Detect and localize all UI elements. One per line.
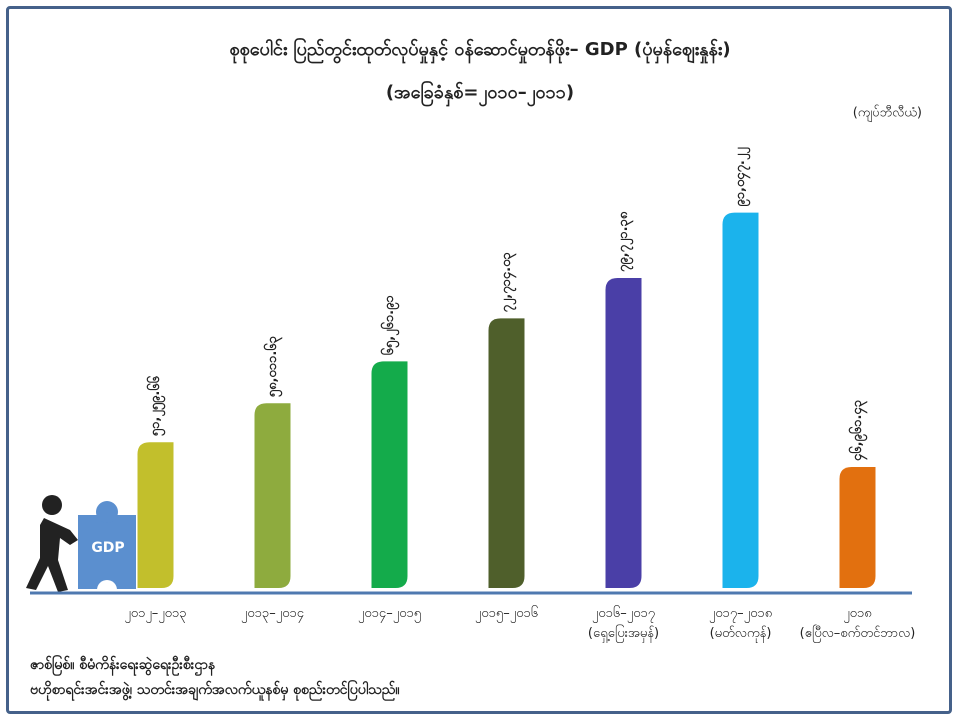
x-tick-label: ၂၀၁၇–၂၀၁၈ (မတ်လကုန်) — [708, 606, 773, 641]
x-tick-label: ၂၀၁၃–၂၀၁၄ — [240, 606, 305, 621]
puzzle-notch — [97, 580, 117, 600]
x-tick-label: ၂၀၁၄–၂၀၁၅ — [357, 606, 422, 621]
value-label: ၇၂,၇၁၄.၀၃ — [499, 252, 517, 313]
x-tick-label: ၂၀၁၈ (ဧပြီလ–စက်တင်ဘာလ) — [799, 606, 916, 641]
source-note: ဇာစ်မြစ်။ စီမံကိန်းရေးဆွဲရေးဦးစီးဌာန — [30, 657, 216, 673]
value-label: ၉၁,၀၄၇.၂၂ — [733, 147, 751, 207]
value-label: ၇၉,၇၂၁.၃၈ — [616, 211, 634, 272]
bar — [254, 403, 291, 588]
source-note: ဗဟိုစာရင်းအင်းအဖွဲ့၊ သတင်းအချက်အလက်ယူနစ်… — [30, 682, 400, 698]
bar — [488, 318, 525, 588]
value-label: ၄၆,၉၆၁.၄၃ — [848, 399, 868, 461]
figure-head — [42, 495, 62, 515]
value-label: ၅၁,၂၅၉.၆၆ — [146, 375, 166, 436]
icon-label: GDP — [91, 540, 124, 556]
value-label: ၆၅,၂၆၁.၉၁ — [380, 295, 400, 356]
x-tick-label: ၂၀၁၅–၂၀၁၆ — [474, 606, 539, 621]
puzzle-piece — [78, 515, 136, 589]
frame — [6, 6, 952, 714]
unit-label: (ကျပ်ဘီလီယံ) — [853, 105, 922, 123]
bar — [722, 212, 759, 589]
bar — [839, 467, 876, 588]
x-tick-label: ၂၀၁၂–၂၀၁၃ — [124, 606, 187, 621]
puzzle-knob — [96, 501, 118, 523]
value-label: ၅၈,၀၁၁.၆၃ — [263, 335, 283, 397]
bar — [371, 361, 408, 588]
chart-subtitle: (အခြေခံနှစ်=၂၀၁၀–၂၀၁၁) — [386, 80, 574, 107]
bar — [605, 277, 642, 588]
gdp-icon: GDP — [26, 495, 136, 600]
bar — [137, 442, 174, 588]
chart-title: စုစုပေါင်း ပြည်တွင်းထုတ်လုပ်မှုနှင့် ဝန်… — [229, 37, 730, 64]
figure-body — [26, 518, 78, 592]
x-tick-label: ၂၀၁၆–၂၀၁၇ (ရှေ့ပြေးအမှန်) — [587, 606, 660, 641]
